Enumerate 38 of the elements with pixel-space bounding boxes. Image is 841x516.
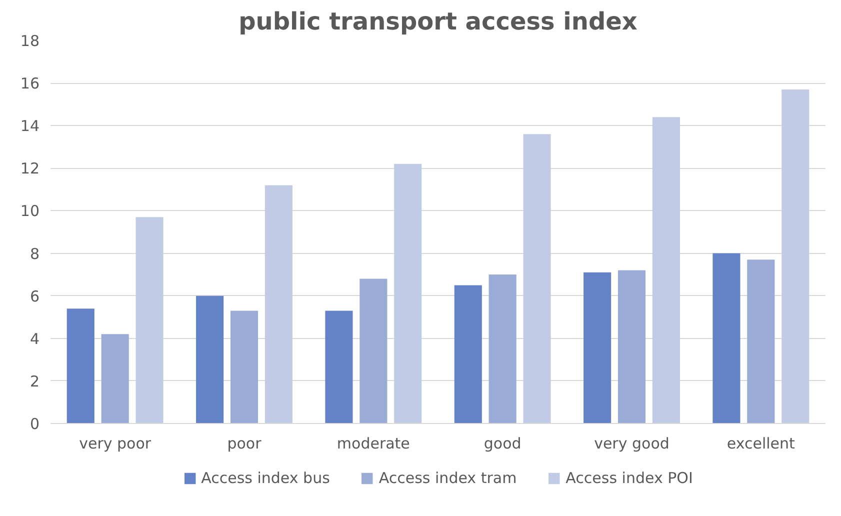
y-tick-label: 16 bbox=[20, 74, 40, 93]
y-tick-label: 8 bbox=[30, 244, 40, 263]
x-tick-label: very poor bbox=[79, 434, 152, 452]
bar bbox=[712, 253, 740, 424]
legend-label: Access index bus bbox=[201, 468, 330, 486]
bar bbox=[584, 272, 612, 424]
y-tick-label: 12 bbox=[20, 160, 40, 178]
y-tick-label: 14 bbox=[20, 117, 40, 136]
bar bbox=[66, 308, 94, 424]
legend-label: Access index tram bbox=[378, 468, 517, 486]
bar bbox=[782, 89, 810, 424]
x-tick-label: moderate bbox=[336, 434, 410, 452]
y-tick-label: 0 bbox=[30, 415, 40, 433]
bar bbox=[264, 185, 292, 424]
y-tick-label: 18 bbox=[20, 32, 40, 50]
x-tick-label: excellent bbox=[726, 434, 796, 452]
bar bbox=[230, 310, 258, 424]
bar bbox=[360, 278, 388, 424]
y-tick-label: 10 bbox=[20, 202, 40, 220]
y-tick-label: 4 bbox=[30, 330, 40, 348]
x-tick-label: poor bbox=[227, 434, 262, 452]
y-tick-label: 6 bbox=[30, 287, 40, 306]
bar bbox=[454, 285, 482, 424]
bar bbox=[136, 217, 164, 424]
y-tick-label: 2 bbox=[30, 372, 40, 390]
bar bbox=[618, 270, 646, 424]
legend-label: Access index POI bbox=[566, 468, 693, 486]
chart-title: public transport access index bbox=[238, 8, 638, 36]
bar bbox=[196, 296, 224, 424]
bar bbox=[652, 117, 680, 424]
x-tick-label: good bbox=[484, 434, 522, 452]
bar bbox=[394, 164, 422, 424]
bar bbox=[747, 260, 775, 424]
bar bbox=[488, 274, 516, 424]
bar bbox=[325, 310, 353, 424]
bar bbox=[101, 334, 129, 424]
bar bbox=[523, 134, 551, 424]
x-tick-label: very good bbox=[594, 434, 670, 452]
